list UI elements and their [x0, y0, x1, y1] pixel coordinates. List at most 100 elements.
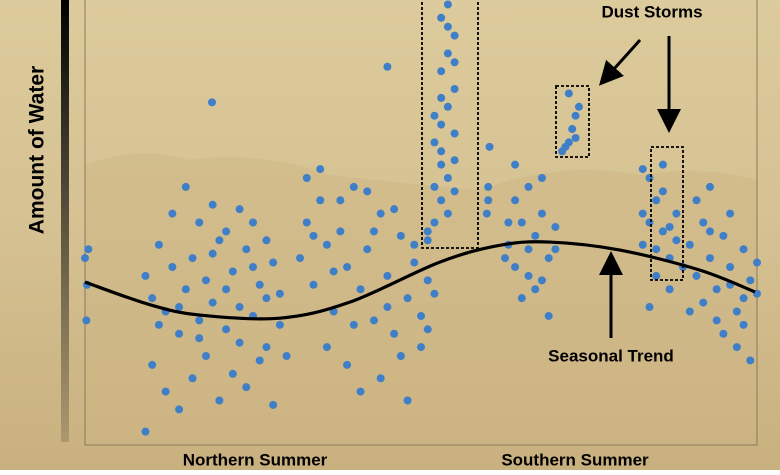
data-point — [396, 352, 405, 360]
data-point — [450, 129, 459, 138]
data-point — [275, 289, 284, 298]
data-point — [699, 298, 708, 307]
data-point — [551, 245, 560, 254]
data-point — [363, 245, 372, 254]
data-point — [175, 405, 184, 414]
data-point — [161, 387, 170, 396]
data-point — [390, 205, 399, 214]
data-point — [235, 205, 244, 214]
highlight-box — [421, 0, 479, 249]
data-point — [450, 58, 459, 67]
data-point — [652, 271, 661, 280]
data-point — [423, 236, 432, 245]
data-point — [705, 182, 714, 191]
data-point — [450, 187, 459, 196]
data-point — [692, 271, 701, 280]
data-point — [443, 49, 452, 58]
data-point — [511, 263, 520, 271]
data-point — [235, 303, 244, 312]
data-point — [437, 13, 446, 22]
data-point — [524, 271, 533, 280]
data-point — [369, 316, 378, 325]
data-point — [84, 245, 93, 254]
data-point — [141, 271, 150, 280]
data-point — [349, 320, 358, 329]
data-point — [685, 240, 694, 249]
data-point — [235, 338, 244, 347]
data-point — [403, 396, 412, 405]
data-point — [485, 142, 494, 151]
data-point — [154, 320, 163, 329]
data-point — [423, 227, 432, 236]
data-point — [672, 209, 681, 218]
points — [81, 0, 761, 436]
data-point — [336, 196, 345, 205]
data-point — [537, 276, 546, 285]
data-point — [242, 245, 251, 254]
data-point — [712, 316, 721, 325]
data-point — [363, 187, 372, 196]
data-point — [699, 218, 708, 227]
data-point — [658, 227, 667, 236]
data-point — [544, 311, 553, 320]
data-point — [437, 93, 446, 102]
data-point — [564, 89, 573, 98]
data-point — [574, 102, 583, 111]
data-point — [672, 236, 681, 245]
data-point — [356, 285, 365, 294]
data-point — [222, 285, 231, 294]
data-point — [275, 320, 284, 329]
data-point — [417, 311, 425, 320]
data-point — [638, 209, 647, 218]
data-point — [208, 249, 217, 258]
data-point — [175, 303, 184, 312]
data-point — [705, 227, 714, 236]
data-point — [403, 294, 412, 303]
data-point — [561, 142, 570, 151]
data-point — [181, 182, 190, 191]
data-point — [255, 356, 264, 365]
data-point — [437, 67, 446, 76]
data-point — [719, 231, 728, 240]
data-point — [417, 343, 425, 352]
data-point — [349, 182, 358, 191]
data-point — [269, 258, 278, 267]
data-point — [739, 320, 748, 329]
data-point — [188, 374, 197, 383]
data-point — [195, 218, 204, 227]
data-point — [482, 209, 491, 218]
data-point — [484, 182, 493, 191]
data-point — [188, 254, 197, 263]
data-point — [316, 196, 325, 205]
data-point — [255, 280, 264, 289]
data-point — [376, 374, 385, 383]
y-axis-bar — [61, 0, 69, 442]
data-point — [228, 369, 237, 378]
annotation: Dust Storms — [601, 2, 702, 21]
data-point — [175, 329, 184, 338]
data-point — [316, 165, 325, 174]
data-point — [450, 31, 459, 40]
data-point — [208, 200, 217, 209]
data-point — [517, 218, 526, 227]
data-point — [430, 138, 439, 147]
data-point — [652, 245, 661, 254]
data-point — [222, 227, 231, 236]
data-point — [430, 289, 439, 298]
data-point — [517, 294, 526, 303]
data-point — [568, 125, 577, 134]
data-point — [148, 294, 157, 303]
data-point — [524, 182, 533, 191]
data-point — [511, 160, 520, 169]
data-point — [201, 352, 210, 360]
data-point — [511, 196, 520, 205]
data-point — [692, 196, 701, 205]
data-point — [531, 285, 540, 294]
data-point — [222, 325, 231, 334]
annotation-arrow — [598, 38, 642, 86]
data-point — [396, 231, 405, 240]
data-point — [544, 254, 553, 263]
data-point — [168, 263, 177, 271]
data-point — [148, 360, 157, 369]
